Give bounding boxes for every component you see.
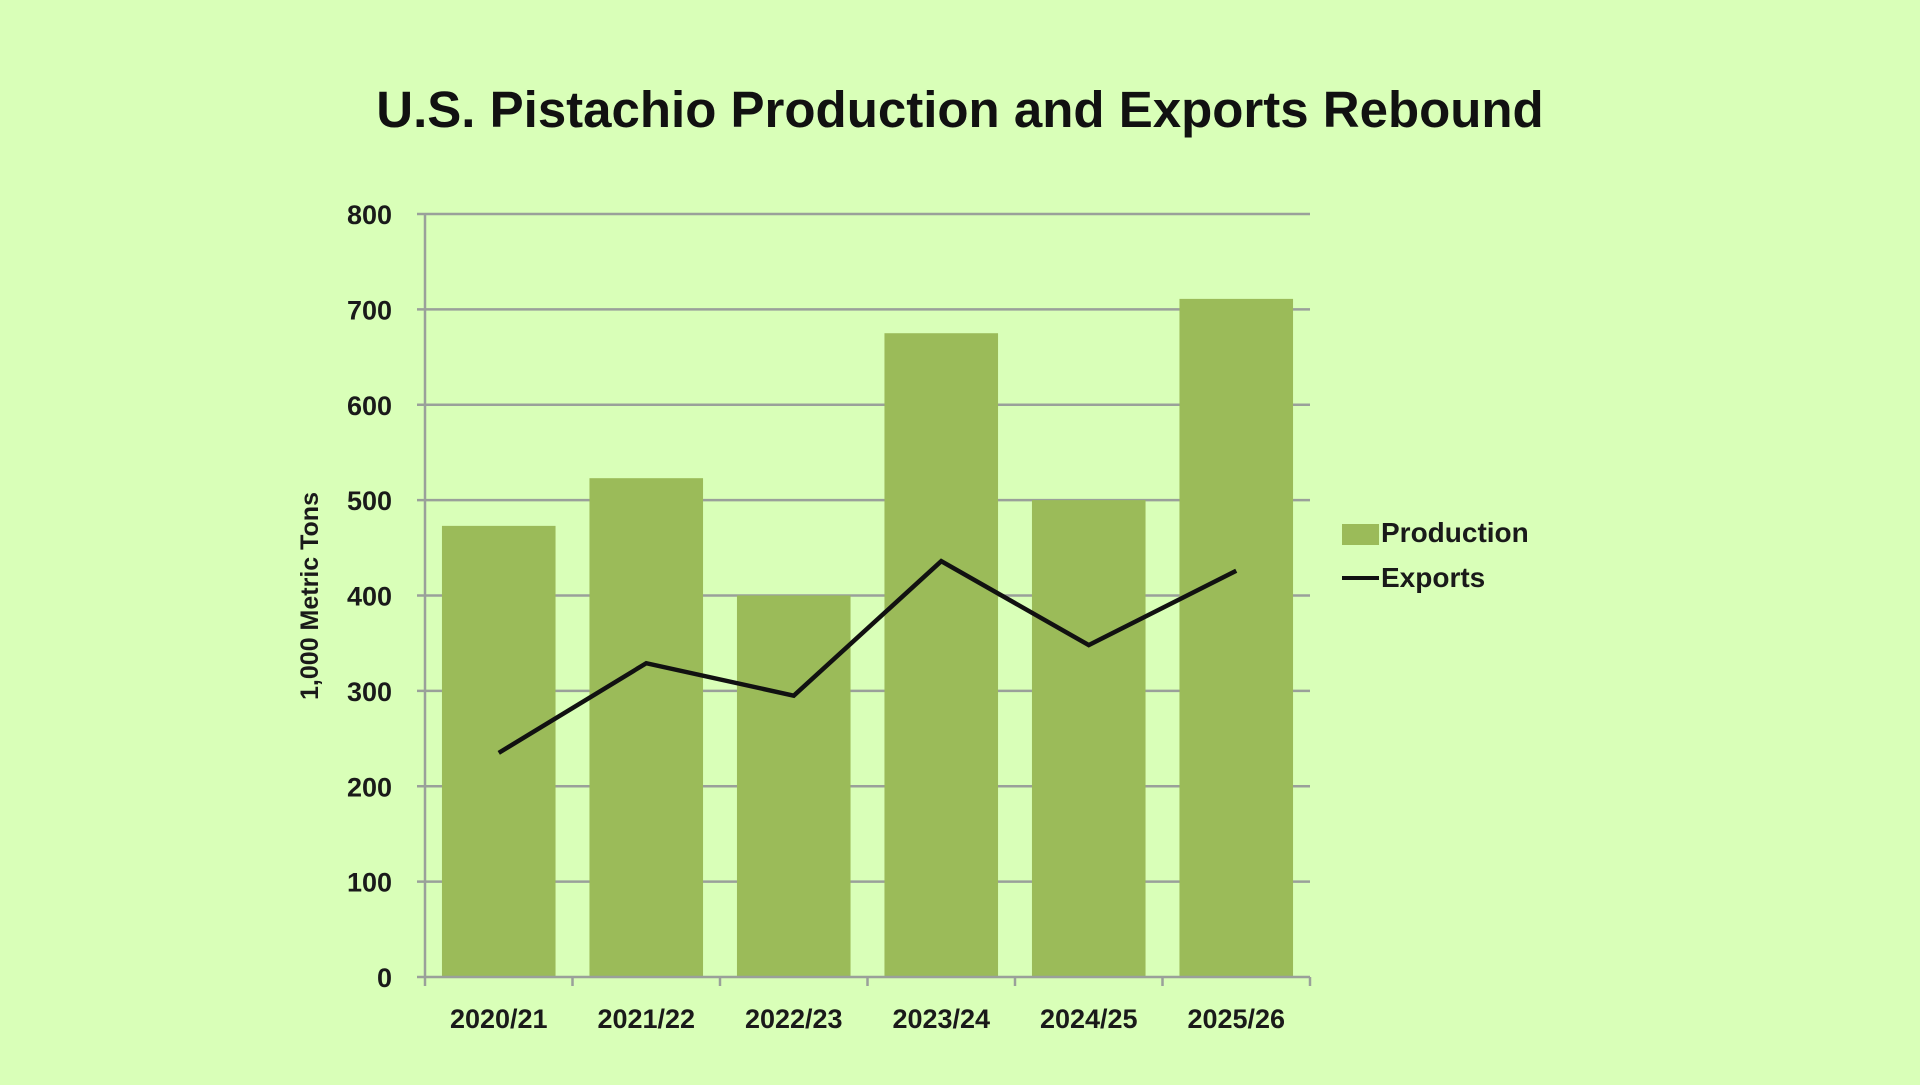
legend-production-swatch	[1342, 524, 1379, 545]
x-tick-label: 2023/24	[892, 1004, 990, 1034]
production-bar	[737, 596, 851, 978]
y-tick-label: 100	[347, 868, 392, 898]
y-tick-label: 400	[347, 582, 392, 612]
y-tick-label: 200	[347, 772, 392, 802]
y-tick-label: 300	[347, 677, 392, 707]
x-tick-label: 2022/23	[745, 1004, 843, 1034]
x-tick-labels: 2020/21 2021/22 2022/23 2023/24 2024/25 2025/…	[450, 1004, 1285, 1034]
y-tick-label: 0	[377, 963, 392, 993]
x-tick-label: 2025/26	[1187, 1004, 1285, 1034]
legend: Production Exports	[1342, 517, 1529, 593]
x-tick-label: 2020/21	[450, 1004, 548, 1034]
production-bar	[884, 333, 998, 977]
production-bar	[1032, 500, 1146, 977]
chart-title: U.S. Pistachio Production and Exports Re…	[376, 81, 1543, 138]
production-bars	[442, 299, 1293, 977]
x-tick-label: 2021/22	[597, 1004, 695, 1034]
legend-production-label: Production	[1381, 517, 1529, 548]
y-tick-labels: 0 100 200 300 400 500 600 700 800	[347, 200, 392, 993]
y-tick-label: 500	[347, 486, 392, 516]
legend-exports-label: Exports	[1381, 562, 1485, 593]
production-bar	[1179, 299, 1293, 977]
y-tick-label: 600	[347, 391, 392, 421]
y-tick-label: 800	[347, 200, 392, 230]
y-axis-title: 1,000 Metric Tons	[296, 492, 324, 700]
y-tick-label: 700	[347, 295, 392, 325]
production-bar	[589, 478, 703, 977]
x-tick-label: 2024/25	[1040, 1004, 1138, 1034]
